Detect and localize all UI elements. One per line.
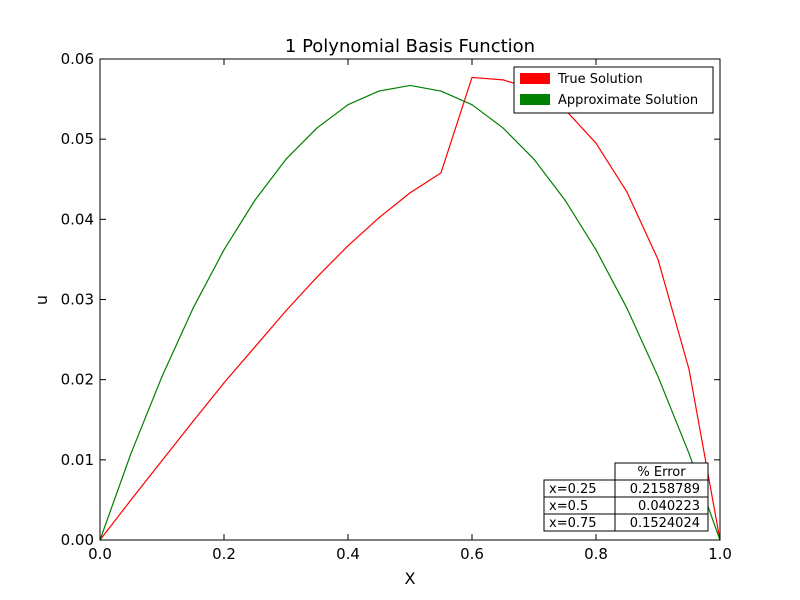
data-point	[285, 310, 287, 312]
data-point	[595, 249, 597, 251]
error-table-value: 0.2158789	[630, 482, 700, 497]
error-table-header: % Error	[637, 465, 686, 480]
x-tick-label: 1.0	[708, 545, 732, 563]
data-point	[347, 104, 349, 106]
legend-swatch	[520, 94, 550, 105]
y-axis-label: u	[32, 295, 51, 305]
data-point	[378, 90, 380, 92]
error-table-value-cell	[614, 513, 709, 532]
data-point	[161, 460, 163, 462]
data-point	[688, 368, 690, 370]
y-tick-label: 0.02	[61, 371, 94, 389]
data-point	[254, 199, 256, 201]
data-point	[440, 90, 442, 92]
ticks-layer: 0.0 0.2 0.4 0.6 0.8 1.0 0.00 0.01 0.02 0.03 0.04 0.…	[61, 50, 732, 563]
data-point	[502, 79, 504, 81]
data-point	[378, 217, 380, 219]
x-tick-label: 0.0	[88, 545, 112, 563]
error-table: % Error x=0.25 0.2158789 x=0.5 0.040223 x=0.7…	[543, 462, 709, 532]
error-table-value: 0.1524024	[630, 516, 700, 531]
error-table-row-label: x=0.5	[549, 499, 588, 514]
data-point	[192, 420, 194, 422]
error-table-row-label: x=0.25	[549, 482, 597, 497]
data-point	[440, 172, 442, 174]
series-layer	[99, 76, 721, 541]
data-point	[192, 307, 194, 309]
y-tick-label: 0.00	[61, 531, 94, 549]
data-point	[409, 192, 411, 194]
data-point	[409, 84, 411, 87]
data-point	[130, 452, 132, 455]
data-point	[347, 245, 349, 247]
data-point	[688, 452, 690, 455]
data-point	[254, 346, 256, 348]
data-point	[316, 127, 318, 129]
y-tick-label: 0.01	[61, 451, 94, 469]
data-point	[223, 249, 225, 251]
data-point	[316, 276, 318, 278]
data-point	[130, 499, 132, 501]
plot-area	[100, 59, 720, 540]
data-point	[595, 142, 597, 144]
data-point	[626, 307, 628, 309]
legend-swatch	[520, 73, 550, 84]
x-tick-label: 0.4	[336, 545, 360, 563]
data-point	[471, 76, 473, 79]
data-point	[533, 158, 535, 160]
error-table-value: 0.040223	[638, 499, 700, 514]
y-tick-label: 0.04	[61, 210, 94, 228]
data-point	[564, 199, 566, 201]
data-point	[285, 158, 287, 160]
legend: True Solution Approximate Solution	[513, 66, 714, 114]
data-point	[161, 375, 163, 378]
chart-title: 1 Polynomial Basis Function	[285, 36, 535, 57]
data-point	[657, 258, 659, 261]
data-point	[657, 375, 659, 378]
error-table-row-label: x=0.75	[549, 516, 597, 531]
data-point	[626, 191, 628, 193]
y-tick-label: 0.06	[61, 50, 94, 68]
data-point	[471, 104, 473, 106]
series-1	[99, 84, 721, 541]
data-point	[502, 127, 504, 129]
y-tick-label: 0.03	[61, 291, 94, 309]
x-tick-label: 0.2	[212, 545, 236, 563]
x-tick-label: 0.6	[460, 545, 484, 563]
legend-label: True Solution	[557, 72, 643, 87]
x-tick-label: 0.8	[584, 545, 608, 563]
legend-label: Approximate Solution	[558, 93, 698, 108]
series-0	[99, 76, 721, 541]
x-axis-label: X	[405, 569, 416, 588]
data-point	[223, 382, 225, 384]
y-tick-label: 0.05	[61, 130, 94, 148]
